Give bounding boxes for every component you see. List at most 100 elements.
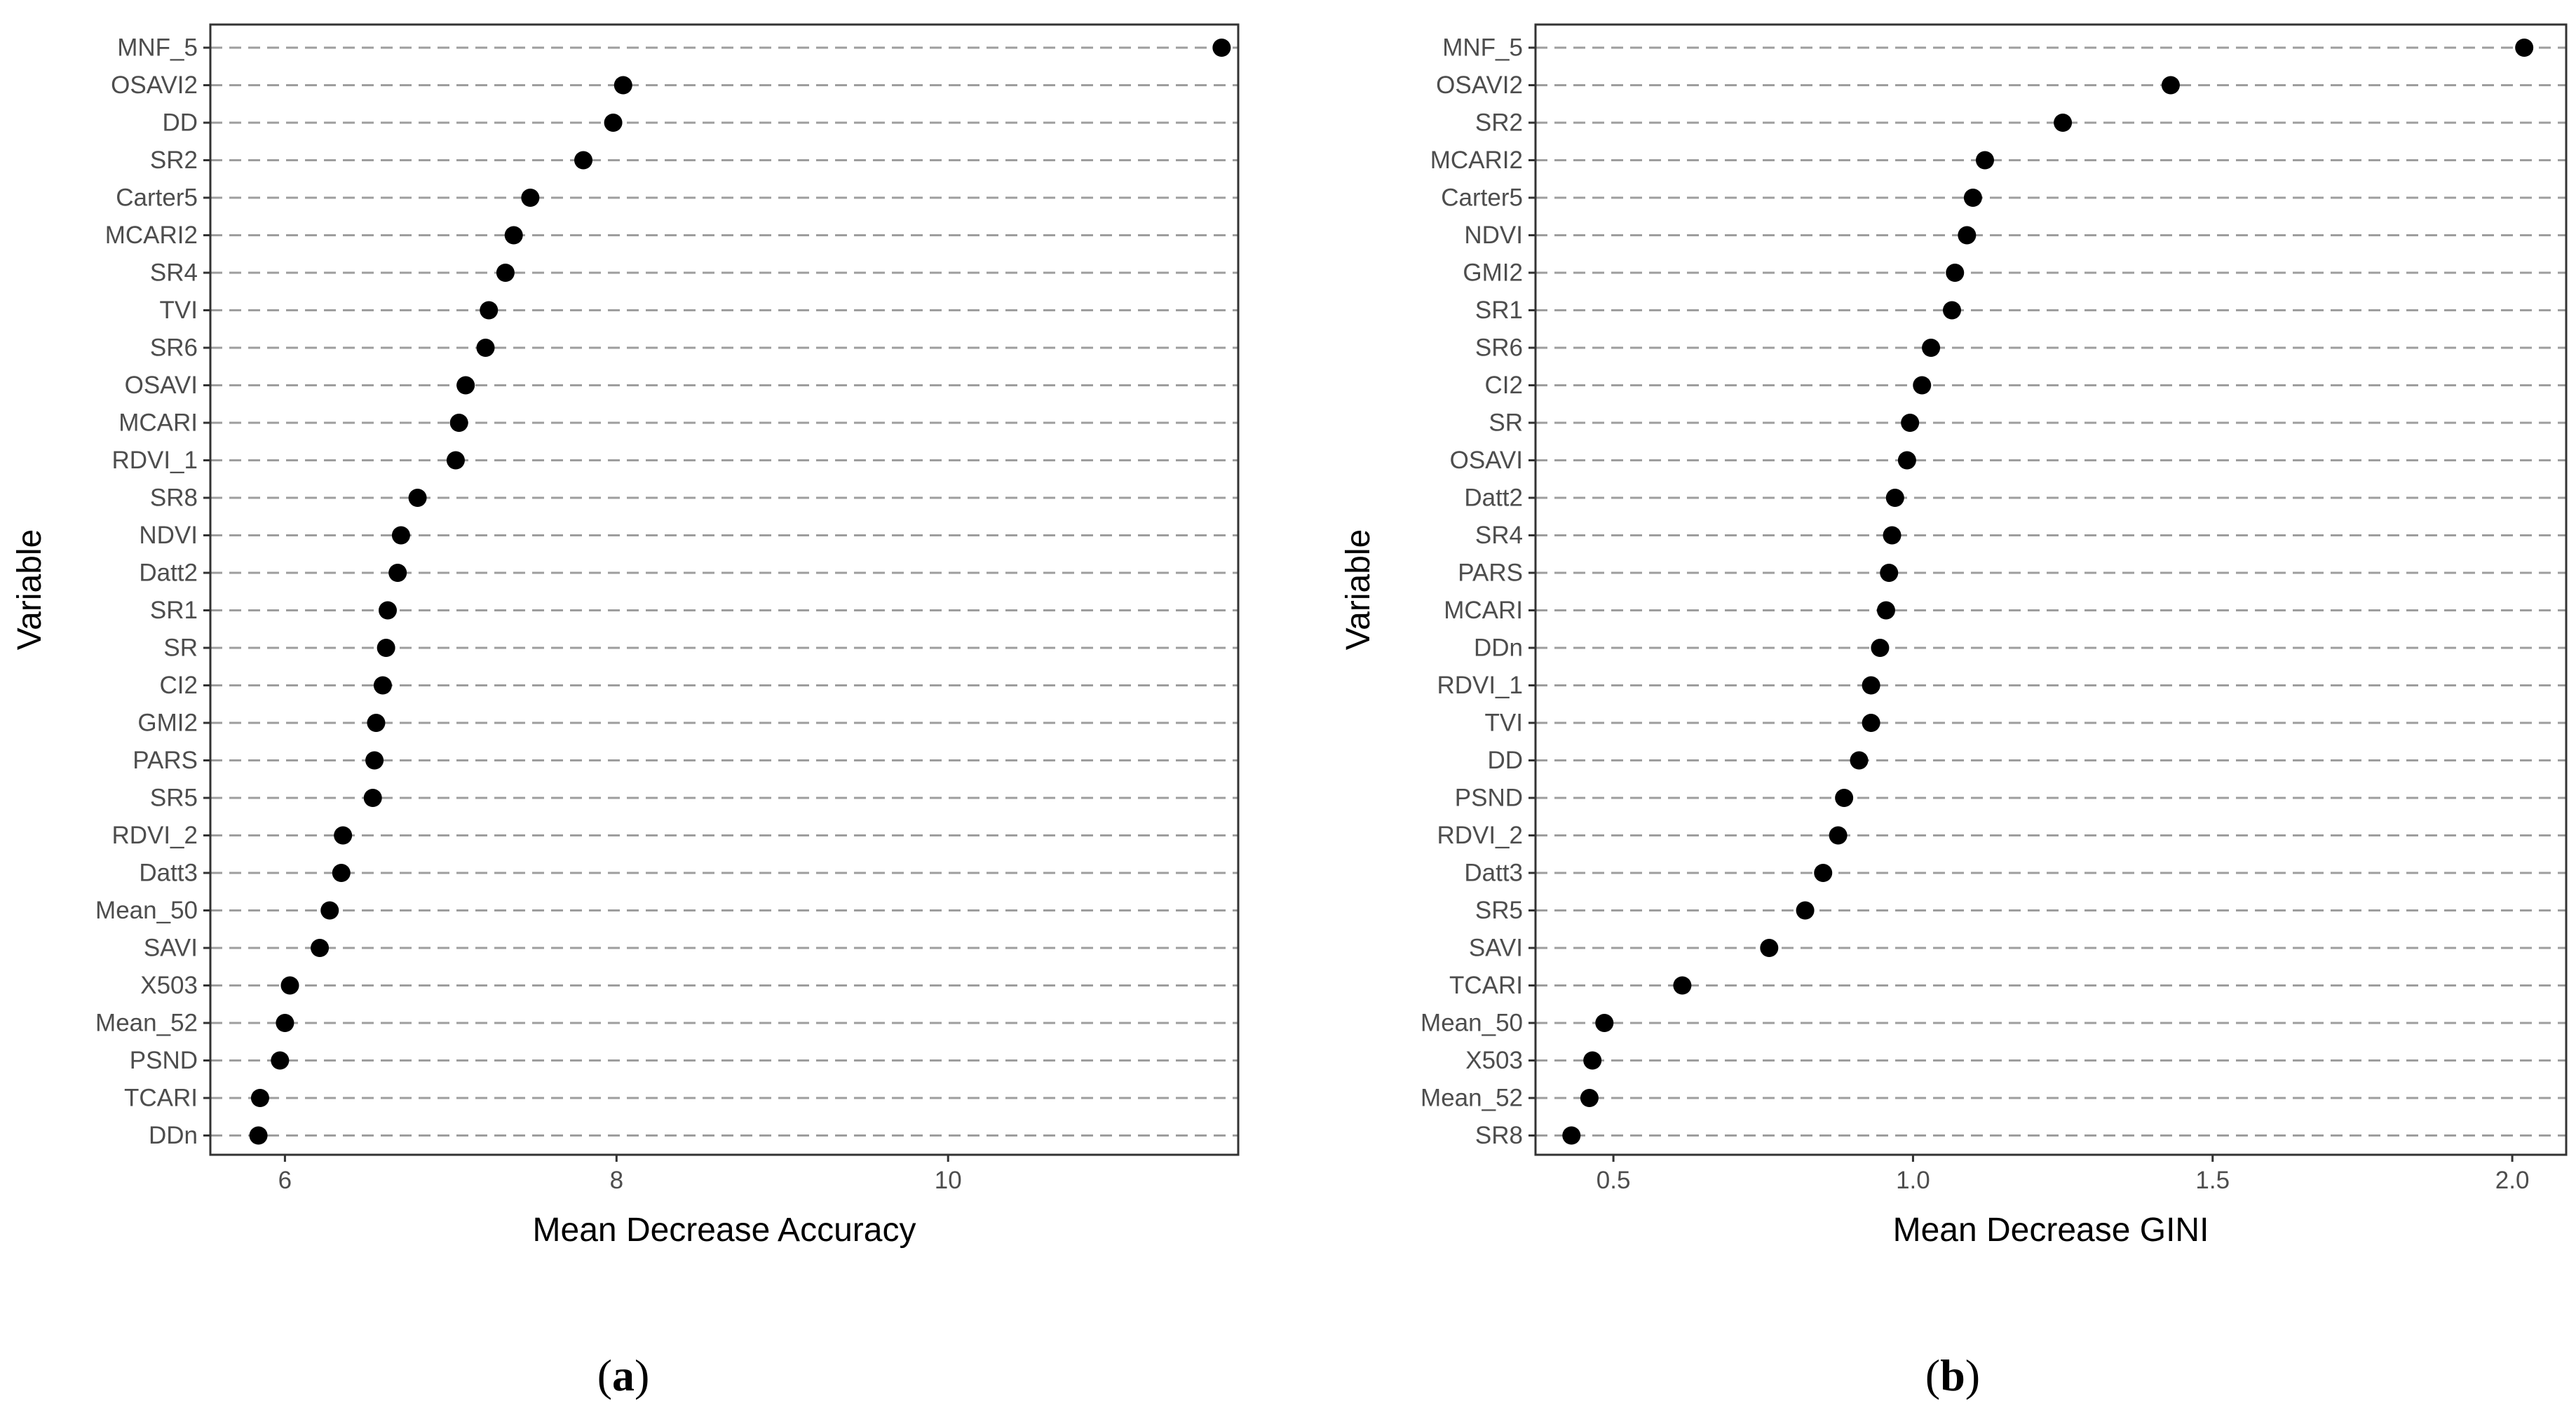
y-tick-label: GMI2 — [1463, 259, 1523, 287]
y-tick-label: SR1 — [1475, 297, 1523, 324]
data-point — [1835, 789, 1854, 807]
data-point — [1876, 601, 1895, 620]
data-point — [476, 339, 495, 357]
data-point — [1760, 939, 1779, 957]
y-axis-title: Variable — [11, 529, 48, 651]
y-tick-label: RDVI_2 — [1437, 822, 1523, 849]
data-point — [1946, 264, 1965, 282]
data-point — [1922, 339, 1941, 357]
data-point — [1942, 301, 1961, 320]
y-tick-label: NDVI — [1464, 222, 1523, 249]
y-tick-label: PSND — [130, 1047, 198, 1074]
x-axis-title: Mean Decrease Accuracy — [533, 1212, 916, 1249]
data-point — [280, 976, 299, 995]
y-tick-label: OSAVI2 — [111, 72, 198, 99]
x-tick-label: 2.0 — [2495, 1167, 2530, 1194]
data-point — [1871, 639, 1890, 657]
data-point — [332, 864, 351, 882]
data-point — [249, 1126, 268, 1145]
data-point — [2054, 114, 2073, 132]
x-tick-label: 1.0 — [1896, 1167, 1930, 1194]
y-tick-label: SR5 — [150, 785, 198, 812]
data-point — [334, 826, 353, 845]
data-point — [1975, 151, 1994, 170]
data-point — [449, 414, 468, 432]
y-tick-label: MNF_5 — [1442, 34, 1523, 62]
data-point — [504, 226, 523, 245]
y-tick-label: SR4 — [1475, 522, 1523, 549]
y-tick-label: X503 — [140, 972, 198, 999]
y-tick-label: MCARI2 — [105, 222, 198, 249]
data-point — [1850, 751, 1869, 770]
y-tick-label: Datt3 — [139, 860, 198, 887]
y-tick-label: Mean_52 — [1421, 1085, 1523, 1112]
y-tick-label: Carter5 — [116, 184, 198, 212]
y-tick-label: TVI — [160, 297, 198, 324]
y-tick-label: SR2 — [150, 147, 198, 174]
x-tick-label: 1.5 — [2195, 1167, 2230, 1194]
y-tick-label: RDVI_1 — [1437, 672, 1523, 699]
panel-label: (a) — [597, 1350, 650, 1400]
y-tick-label: Datt3 — [1464, 860, 1523, 887]
y-tick-label: MCARI — [118, 409, 198, 437]
data-point — [1673, 976, 1692, 995]
data-point — [1583, 1051, 1602, 1070]
panel-label-open: ( — [597, 1350, 612, 1400]
y-tick-label: Carter5 — [1441, 184, 1523, 212]
y-tick-label: SR4 — [150, 259, 198, 287]
data-point — [311, 939, 330, 957]
y-tick-label: SR — [1489, 409, 1523, 437]
panel-label-letter: b — [1940, 1350, 1965, 1400]
y-tick-label: OSAVI — [1450, 447, 1523, 474]
data-point — [446, 451, 465, 470]
y-tick-label: MNF_5 — [117, 34, 198, 62]
data-point — [365, 751, 384, 770]
y-tick-label: OSAVI — [125, 372, 198, 399]
data-point — [1897, 451, 1916, 470]
y-tick-label: CI2 — [1485, 372, 1523, 399]
data-point — [1595, 1014, 1614, 1032]
data-point — [521, 189, 540, 207]
data-point — [373, 676, 392, 695]
data-point — [1958, 226, 1977, 245]
y-tick-label: SR8 — [150, 484, 198, 512]
y-tick-label: Mean_50 — [1421, 1010, 1523, 1037]
y-tick-label: SR6 — [1475, 334, 1523, 362]
y-tick-label: SR6 — [150, 334, 198, 362]
x-tick-label: 0.5 — [1597, 1167, 1631, 1194]
data-point — [320, 901, 339, 920]
panel-a: MNF_5OSAVI2DDSR2Carter5MCARI2SR4TVISR6OS… — [11, 23, 1240, 1400]
y-tick-label: DDn — [1474, 635, 1523, 662]
y-tick-label: SR — [163, 635, 198, 662]
data-point — [1814, 864, 1833, 882]
y-tick-label: TCARI — [1449, 972, 1523, 999]
data-point — [1901, 414, 1920, 432]
y-tick-label: PARS — [1458, 560, 1523, 587]
y-tick-label: X503 — [1465, 1047, 1523, 1074]
panel-label: (b) — [1925, 1350, 1980, 1400]
panel-label-close: ) — [1965, 1350, 1980, 1400]
y-tick-label: SR8 — [1475, 1122, 1523, 1149]
data-point — [604, 114, 623, 132]
y-tick-label: SR2 — [1475, 109, 1523, 137]
data-point — [496, 264, 515, 282]
data-point — [363, 789, 382, 807]
data-point — [574, 151, 593, 170]
data-point — [367, 714, 386, 732]
data-point — [1883, 526, 1902, 545]
y-tick-label: TCARI — [124, 1085, 198, 1112]
y-tick-label: DDn — [149, 1122, 198, 1149]
panel-label-open: ( — [1925, 1350, 1940, 1400]
data-point — [377, 639, 395, 657]
x-tick-label: 10 — [935, 1167, 962, 1194]
data-point — [1829, 826, 1848, 845]
y-tick-label: PSND — [1455, 785, 1523, 812]
panel-label-letter: a — [612, 1350, 635, 1400]
plot-frame — [1534, 23, 2568, 1156]
y-tick-label: OSAVI2 — [1436, 72, 1523, 99]
y-tick-label: NDVI — [139, 522, 198, 549]
y-tick-label: PARS — [133, 747, 198, 774]
data-point — [1963, 189, 1982, 207]
y-tick-label: CI2 — [160, 672, 198, 699]
